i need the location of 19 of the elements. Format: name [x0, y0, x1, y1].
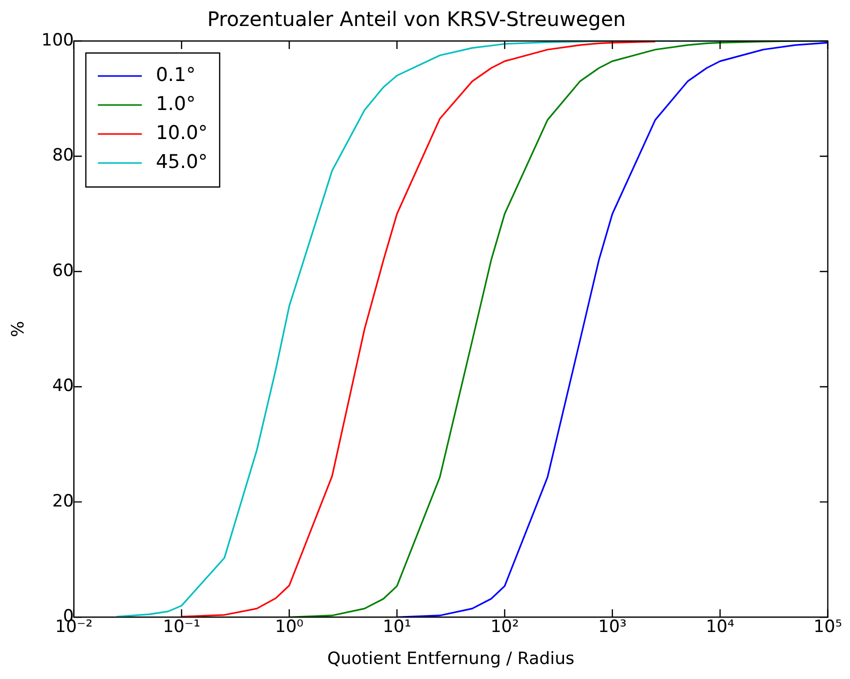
x-tick-label: 10⁻¹: [162, 616, 200, 637]
y-axis-title: %: [8, 321, 29, 338]
y-tick-label: 100: [41, 30, 74, 50]
x-tick-label: 10²: [490, 616, 519, 637]
x-axis-title: Quotient Entfernung / Radius: [327, 649, 575, 670]
chart-title: Prozentualer Anteil von KRSV-Streuwegen: [207, 7, 626, 32]
y-tick-label: 60: [52, 260, 74, 281]
x-tick-label: 10¹: [382, 616, 412, 637]
y-tick-label: 40: [52, 376, 74, 396]
y-tick-label: 20: [52, 491, 74, 512]
x-tick-label: 10³: [598, 616, 627, 637]
legend-label: 0.1°: [156, 64, 196, 86]
legend-label: 10.0°: [156, 122, 208, 144]
x-tick-label: 10⁰: [275, 616, 304, 637]
legend-label: 45.0°: [156, 150, 208, 173]
legend-label: 1.0°: [156, 92, 196, 115]
y-tick-label: 80: [52, 146, 74, 166]
x-tick-label: 10⁴: [706, 616, 734, 637]
x-tick-label: 10⁵: [814, 616, 842, 637]
